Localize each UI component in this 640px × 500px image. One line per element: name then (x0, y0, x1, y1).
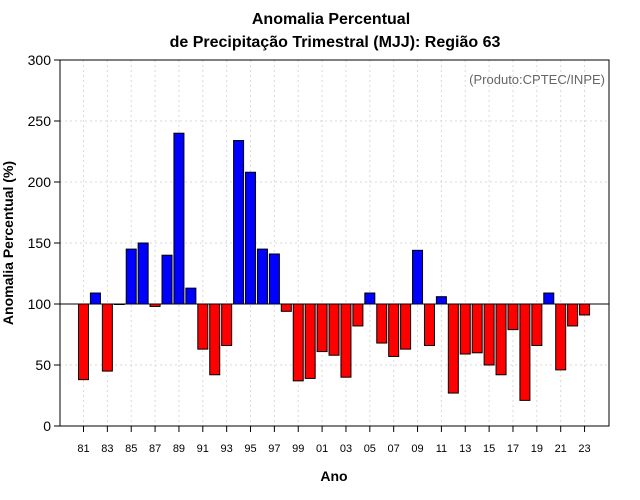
bar-11 (435, 296, 447, 305)
bars (78, 132, 591, 401)
x-tick-label: 09 (411, 443, 423, 455)
bar-03 (340, 303, 352, 378)
y-axis-label: Anomalia Percentual (%) (0, 161, 16, 325)
bar-22 (567, 303, 579, 327)
x-tick-label: 15 (483, 443, 495, 455)
x-axis-ticks: 81 83 85 87 89 91 93 95 97 99 01 03 05 07 09 11 13 15 17 19… (77, 426, 591, 455)
bar-93 (221, 303, 233, 346)
bar-17 (507, 303, 519, 331)
x-tick-label: 93 (221, 443, 233, 455)
bar-98 (280, 303, 292, 312)
bar-05 (364, 292, 376, 305)
x-tick-label: 07 (388, 443, 400, 455)
bar-86 (137, 242, 149, 305)
bar-97 (268, 253, 280, 305)
x-tick-label: 85 (125, 443, 137, 455)
bar-16 (495, 303, 507, 376)
bar-06 (376, 303, 388, 344)
bar-13 (459, 303, 471, 355)
bar-14 (471, 303, 483, 354)
x-tick-label: 17 (507, 443, 519, 455)
chart-title-line2: de Precipitação Trimestral (MJJ): Região… (170, 34, 501, 51)
y-tick-label: 300 (28, 52, 52, 68)
bar-20 (543, 292, 555, 305)
bar-15 (483, 303, 495, 366)
bar-10 (423, 303, 435, 346)
credit-label: (Produto:CPTEC/INPE) (469, 72, 605, 87)
x-tick-label: 91 (197, 443, 209, 455)
y-tick-label: 100 (28, 296, 52, 312)
y-tick-label: 0 (43, 418, 51, 434)
bar-85 (125, 248, 137, 305)
y-tick-label: 50 (35, 357, 51, 373)
bar-02 (328, 303, 340, 356)
chart-title-line1: Anomalia Percentual (252, 11, 410, 28)
x-tick-label: 19 (531, 443, 543, 455)
x-tick-label: 87 (149, 443, 161, 455)
bar-89 (173, 132, 185, 305)
bar-94 (233, 140, 245, 305)
y-tick-label: 250 (28, 113, 52, 129)
bar-07 (388, 303, 400, 357)
x-tick-label: 89 (173, 443, 185, 455)
bar-01 (316, 303, 328, 353)
x-tick-label: 13 (459, 443, 471, 455)
bar-88 (161, 254, 173, 305)
bar-81 (78, 303, 89, 381)
x-tick-label: 95 (244, 443, 256, 455)
bar-04 (352, 303, 364, 327)
x-tick-label: 99 (292, 443, 304, 455)
bar-95 (245, 171, 257, 305)
bar-08 (400, 303, 412, 350)
y-axis-ticks: 0 50 100 150 200 250 300 (28, 52, 60, 434)
x-tick-label: 05 (364, 443, 376, 455)
x-tick-label: 03 (340, 443, 352, 455)
bar-82 (89, 292, 101, 305)
x-tick-label: 97 (268, 443, 280, 455)
x-tick-label: 01 (316, 443, 328, 455)
bar-83 (101, 303, 113, 372)
y-tick-label: 200 (28, 174, 52, 190)
bar-09 (412, 249, 424, 305)
x-axis-label: Ano (320, 468, 347, 484)
bar-12 (447, 303, 459, 394)
bar-18 (519, 303, 531, 401)
bar-96 (256, 248, 268, 305)
bar-99 (292, 303, 304, 382)
x-tick-label: 23 (578, 443, 590, 455)
bar-23 (579, 303, 591, 316)
bar-19 (531, 303, 543, 346)
x-tick-label: 81 (77, 443, 89, 455)
x-tick-label: 11 (436, 443, 447, 455)
x-tick-label: 83 (101, 443, 113, 455)
x-tick-label: 21 (555, 443, 567, 455)
bar-92 (209, 303, 221, 376)
y-tick-label: 150 (28, 235, 52, 251)
bar-91 (197, 303, 209, 350)
bar-21 (555, 303, 567, 371)
bar-00 (304, 303, 316, 379)
bar-90 (185, 287, 197, 305)
